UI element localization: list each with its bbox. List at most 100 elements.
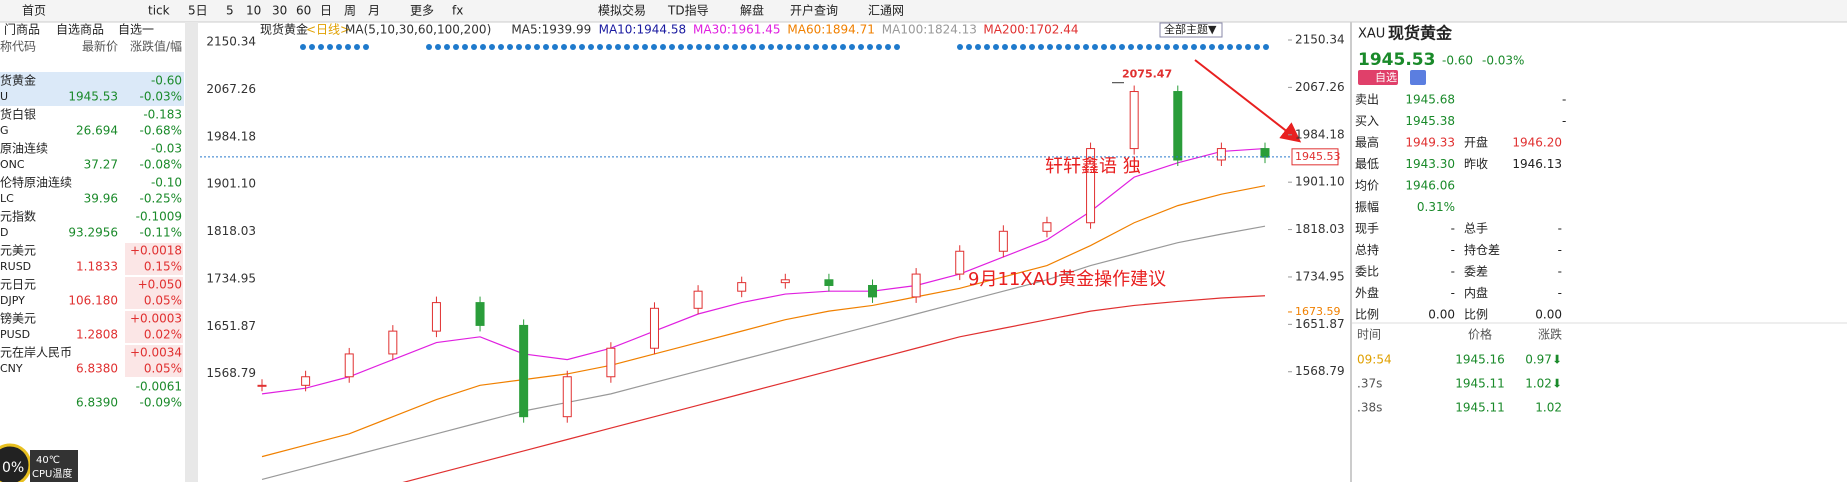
event-dot <box>777 44 783 50</box>
cpu-temp: 40℃ <box>36 455 60 466</box>
symbol-code: ONC <box>0 158 25 171</box>
event-dot <box>858 44 864 50</box>
event-dot <box>570 44 576 50</box>
toolbar-button[interactable]: 10 <box>246 4 261 18</box>
event-dot <box>597 44 603 50</box>
quote-label: 卖出 <box>1355 93 1379 107</box>
event-dot <box>1164 44 1170 50</box>
event-dot <box>885 44 891 50</box>
toolbar-button[interactable]: 30 <box>272 4 287 18</box>
price: 106.180 <box>68 294 118 308</box>
y-tick-label-left: 2150.34 <box>206 35 256 49</box>
last-price-box <box>1291 148 1339 166</box>
ma-label: MA200:1702.44 <box>983 23 1078 37</box>
event-dot <box>660 44 666 50</box>
toolbar-button[interactable]: TD指导 <box>667 3 709 18</box>
ma-line <box>261 225 1266 481</box>
alert-button[interactable] <box>1410 70 1426 85</box>
event-dot <box>615 44 621 50</box>
quote-label: 昨收 <box>1464 157 1488 171</box>
candle <box>519 324 529 418</box>
ma-label: MA5:1939.99 <box>511 23 591 37</box>
tab[interactable]: 自选一 <box>118 23 154 37</box>
candle <box>693 290 703 309</box>
toolbar-button[interactable]: 5日 <box>188 4 208 18</box>
fav-bg[interactable] <box>1358 70 1398 85</box>
change: +0.050 <box>138 278 182 292</box>
y-tick-label: 1568.79 <box>1295 364 1345 378</box>
quote-label: 持仓差 <box>1464 242 1500 257</box>
quote-value: - <box>1562 114 1566 128</box>
toolbar-button[interactable]: 更多 <box>410 4 434 18</box>
toolbar-button[interactable]: 月 <box>368 4 380 18</box>
percent: -0.25% <box>140 192 182 206</box>
symbol-name: 原油连续 <box>0 141 48 156</box>
toolbar-button[interactable]: 日 <box>320 4 332 18</box>
tick-time: 09:54 <box>1357 353 1392 367</box>
quote-value: 0.00 <box>1535 308 1562 322</box>
event-dot <box>318 44 324 50</box>
event-dot <box>489 44 495 50</box>
tab[interactable]: 自选商品 <box>56 22 104 37</box>
change-bg <box>125 311 183 343</box>
toolbar-button[interactable]: 模拟交易 <box>598 3 646 18</box>
event-dot <box>1092 44 1098 50</box>
arrow <box>1194 59 1302 143</box>
toolbar-button[interactable]: fx <box>452 4 463 18</box>
plot <box>257 85 1270 482</box>
event-dot <box>1083 44 1089 50</box>
event-dot <box>426 44 432 50</box>
toolbar-button[interactable]: tick <box>148 4 170 18</box>
toolbar-button[interactable]: 解盘 <box>740 3 764 18</box>
toolbar-button[interactable]: 周 <box>344 4 356 18</box>
event-dot <box>444 44 450 50</box>
change-bg <box>125 243 183 275</box>
percent: 0.02% <box>144 328 182 342</box>
candle <box>606 347 616 378</box>
event-dot <box>696 44 702 50</box>
quote-value: - <box>1558 286 1562 300</box>
change: -0.03 <box>151 142 182 156</box>
price: 1.2808 <box>76 328 118 342</box>
event-dot <box>1236 44 1242 50</box>
quote-label: 买入 <box>1355 114 1379 128</box>
peak-label: 2075.47 <box>1122 68 1172 81</box>
theme-button[interactable]: 全部主题▼ <box>1164 22 1217 36</box>
y-tick-label: 1901.10 <box>1295 175 1345 189</box>
toolbar-button[interactable]: 首页 <box>22 4 46 18</box>
toolbar-button[interactable]: 5 <box>226 4 234 18</box>
symbol-code: U <box>0 90 8 103</box>
symbol-name: 元美元 <box>0 244 36 258</box>
price: 6.8390 <box>76 396 118 410</box>
symbol-code: LC <box>0 192 14 205</box>
toolbar-button[interactable]: 汇通网 <box>868 4 904 18</box>
event-dot <box>795 44 801 50</box>
toolbar-button[interactable]: 60 <box>296 4 311 18</box>
candle <box>301 376 311 386</box>
percent: -0.68% <box>140 124 182 138</box>
event-dot <box>678 44 684 50</box>
y-tick-label-left: 1818.03 <box>206 224 256 238</box>
tab[interactable]: 门商品 <box>4 22 40 37</box>
event-dot <box>1218 44 1224 50</box>
ma-label: MA30:1961.45 <box>693 23 781 37</box>
event-dot <box>1038 44 1044 50</box>
candle <box>868 284 878 298</box>
ma-line <box>261 185 1266 458</box>
toolbar-button[interactable]: 开户查询 <box>790 3 838 18</box>
scrollbar[interactable] <box>185 22 198 482</box>
event-dot <box>1119 44 1125 50</box>
y-tick-label-left: 1984.18 <box>206 129 256 143</box>
fav-button[interactable]: 自选 <box>1375 71 1397 84</box>
selected-row <box>0 72 184 106</box>
event-dot <box>453 44 459 50</box>
tick-price: 1945.16 <box>1455 353 1505 367</box>
quote-label: 现手 <box>1355 222 1379 236</box>
quote-value: 0.31% <box>1417 200 1455 214</box>
ma-label: MA(5,10,30,60,100,200) <box>345 23 491 37</box>
theme-button-bg[interactable] <box>1159 22 1223 38</box>
quote-value: 0.00 <box>1428 308 1455 322</box>
divider <box>1350 22 1352 482</box>
tick-header: 涨跌 <box>1538 327 1562 342</box>
